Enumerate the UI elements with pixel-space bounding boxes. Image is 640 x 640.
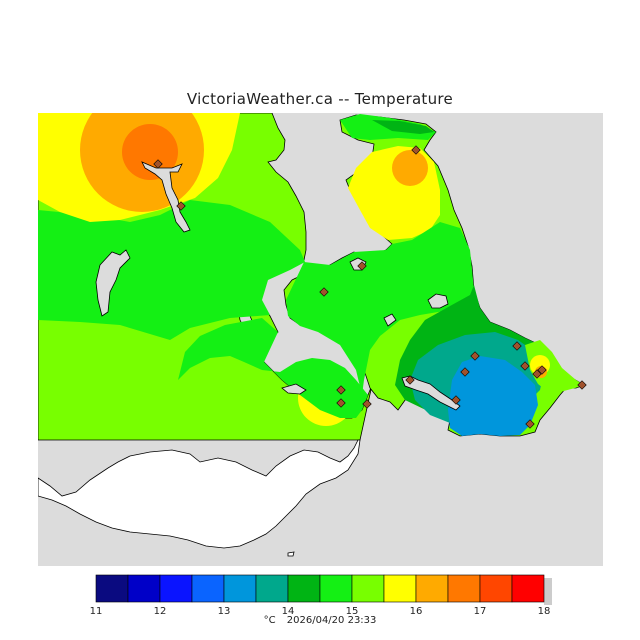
- colorbar-bin: [415, 574, 449, 603]
- colorbar-bin: [383, 574, 417, 603]
- central-lake: [427, 293, 449, 309]
- map-title: VictoriaWeather.ca -- Temperature: [186, 90, 454, 108]
- station-marker[interactable]: [336, 385, 346, 395]
- station-marker[interactable]: [411, 145, 421, 155]
- station-marker[interactable]: [537, 365, 547, 375]
- colorbar-bin: [319, 574, 353, 603]
- colorbar-bin: [447, 574, 481, 603]
- island-small-1: [287, 551, 295, 557]
- weather-stations: [153, 145, 587, 429]
- colorbar-tick-label: 17: [474, 606, 487, 617]
- colorbar-tick-label: 12: [154, 606, 167, 617]
- colorbar-bin: [511, 574, 545, 603]
- station-marker[interactable]: [153, 159, 163, 169]
- station-marker[interactable]: [405, 375, 415, 385]
- station-marker[interactable]: [362, 399, 372, 409]
- land-south-nodata: [38, 439, 361, 549]
- colorbar-bin: [127, 574, 161, 603]
- unit-label: °C: [263, 615, 276, 626]
- colorbar-tick-label: 14: [282, 606, 295, 617]
- station-marker[interactable]: [470, 351, 480, 361]
- small-lake-south: [281, 383, 307, 395]
- colorbar-bin: [479, 574, 513, 603]
- station-marker[interactable]: [512, 341, 522, 351]
- colorbar-tick-label: 11: [90, 606, 103, 617]
- colorbar-tick-label: 15: [346, 606, 359, 617]
- colorbar-tick-label: 18: [538, 606, 551, 617]
- station-marker[interactable]: [451, 395, 461, 405]
- station-marker[interactable]: [460, 367, 470, 377]
- colorbar-bin: [223, 574, 257, 603]
- station-marker[interactable]: [319, 287, 329, 297]
- colorbar-bin: [191, 574, 225, 603]
- station-marker[interactable]: [532, 369, 542, 379]
- timestamp: 2026/04/20 23:33: [286, 615, 377, 626]
- station-marker[interactable]: [336, 398, 346, 408]
- station-marker[interactable]: [525, 419, 535, 429]
- colorbar-tick-label: 16: [410, 606, 423, 617]
- colorbar-bin: [351, 574, 385, 603]
- station-marker[interactable]: [577, 380, 587, 390]
- colorbar-bin: [159, 574, 193, 603]
- colorbar-tick-label: 13: [218, 606, 231, 617]
- river-channel: [141, 161, 191, 233]
- colorbar-shadow: [544, 578, 552, 605]
- lake-1: [95, 249, 131, 317]
- station-marker[interactable]: [176, 201, 186, 211]
- small-inlet: [383, 313, 397, 327]
- colorbar-bin: [287, 574, 321, 603]
- station-marker[interactable]: [520, 361, 530, 371]
- colorbar-bin: [95, 574, 129, 603]
- south-inlet: [401, 375, 461, 411]
- colorbar-bin: [255, 574, 289, 603]
- station-marker[interactable]: [357, 261, 367, 271]
- map-footer: °C 2026/04/20 23:33: [0, 615, 640, 626]
